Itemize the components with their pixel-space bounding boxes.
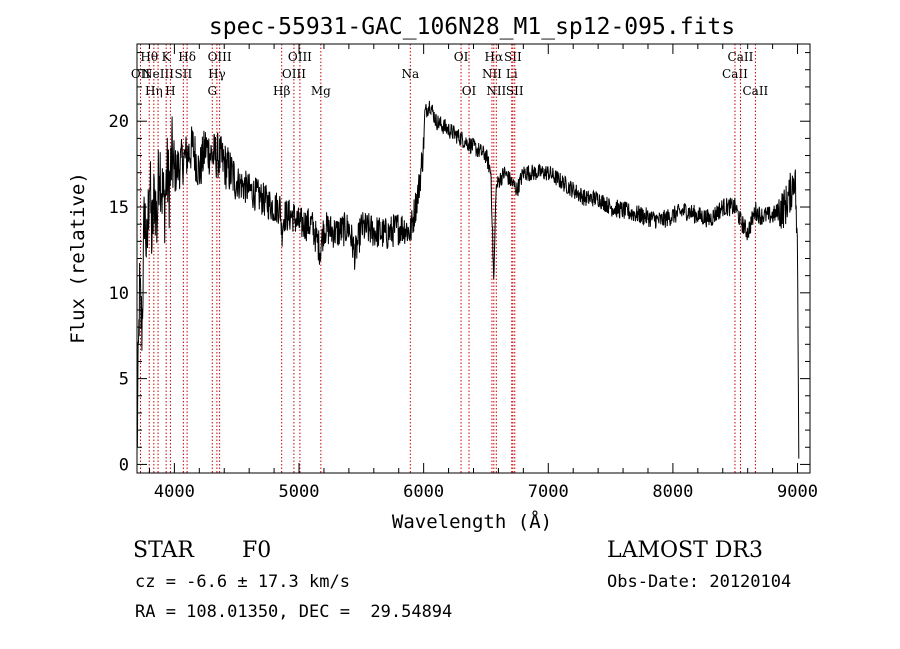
line-marker-label: Hδ: [178, 50, 196, 64]
line-marker-label: NII: [482, 67, 502, 81]
x-tick-label: 5000: [279, 482, 320, 502]
line-marker-label: Hβ: [273, 84, 290, 98]
x-axis-label: Wavelength (Å): [392, 510, 552, 533]
line-marker-label: CaII: [728, 50, 754, 64]
x-tick-label: 8000: [652, 482, 693, 502]
x-tick-label: 6000: [403, 482, 444, 502]
line-marker-label: G: [207, 84, 217, 98]
line-marker-label: Hθ: [140, 50, 158, 64]
line-marker-label: Li: [506, 67, 518, 81]
line-marker-label: Hγ: [208, 67, 226, 81]
line-marker-label: Hα: [485, 50, 504, 64]
line-marker-label: OIII: [282, 67, 306, 81]
spectrum-series-line: [136, 100, 800, 459]
observation-date: Obs-Date: 20120104: [607, 572, 792, 592]
line-marker-label: OIII: [208, 50, 232, 64]
y-tick-label: 5: [119, 370, 129, 390]
line-marker-label: Na: [401, 67, 419, 81]
line-marker-label: CaII: [722, 67, 748, 81]
line-marker-label: SII: [175, 67, 193, 81]
line-marker-label: NII: [486, 84, 506, 98]
line-marker-label: CaII: [742, 84, 768, 98]
line-marker-label: NeIII: [142, 67, 174, 81]
coordinates: RA = 108.01350, DEC = 29.54894: [135, 602, 453, 622]
object-subclass: F0: [242, 538, 272, 563]
survey-name: LAMOST DR3: [607, 538, 763, 563]
redshift-cz: cz = -6.6 ± 17.3 km/s: [135, 572, 350, 592]
object-class: STAR: [133, 538, 194, 563]
line-marker-label: H: [165, 84, 175, 98]
line-marker-label: OI: [462, 84, 477, 98]
axis-ticks: 4000 5000 6000 7000 8000 9000 0 5 10 15 20: [109, 44, 818, 502]
line-marker-label: Mg: [311, 84, 331, 98]
line-marker-label: SII: [506, 84, 524, 98]
line-marker-label: OI: [454, 50, 469, 64]
y-axis-label: Flux (relative): [67, 172, 89, 344]
chart-title: spec-55931-GAC_106N28_M1_sp12-095.fits: [209, 14, 735, 40]
spectral-line-markers: OIIHθHηNeIIIKHSIIHδGHγOIIIHβOIIIOIIIMgNa…: [131, 44, 769, 473]
line-marker-label: K: [162, 50, 172, 64]
plot-frame: [136, 43, 811, 474]
line-marker-label: SII: [504, 50, 522, 64]
x-tick-label: 9000: [777, 482, 818, 502]
line-marker-label: Hη: [145, 84, 163, 98]
y-tick-label: 0: [119, 455, 129, 475]
y-tick-label: 10: [109, 284, 129, 304]
x-tick-label: 4000: [154, 482, 195, 502]
y-tick-label: 20: [109, 112, 129, 132]
line-marker-label: OIII: [288, 50, 312, 64]
line-marker-label: OII: [131, 67, 151, 81]
y-tick-label: 15: [109, 198, 129, 218]
x-tick-label: 7000: [528, 482, 569, 502]
